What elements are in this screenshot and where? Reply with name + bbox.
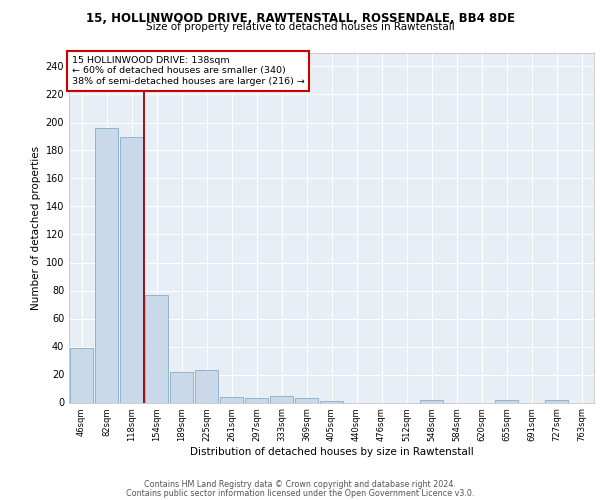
Bar <box>170 372 193 402</box>
Text: 15 HOLLINWOOD DRIVE: 138sqm
← 60% of detached houses are smaller (340)
38% of se: 15 HOLLINWOOD DRIVE: 138sqm ← 60% of det… <box>71 56 305 86</box>
Y-axis label: Number of detached properties: Number of detached properties <box>31 146 41 310</box>
Bar <box>320 401 343 402</box>
Bar <box>419 400 443 402</box>
Bar <box>220 397 244 402</box>
Bar <box>269 396 293 402</box>
Text: Size of property relative to detached houses in Rawtenstall: Size of property relative to detached ho… <box>146 22 454 32</box>
Bar <box>295 398 319 402</box>
Bar <box>494 400 518 402</box>
X-axis label: Distribution of detached houses by size in Rawtenstall: Distribution of detached houses by size … <box>190 447 473 457</box>
Bar <box>95 128 118 402</box>
Bar <box>119 136 143 402</box>
Text: 15, HOLLINWOOD DRIVE, RAWTENSTALL, ROSSENDALE, BB4 8DE: 15, HOLLINWOOD DRIVE, RAWTENSTALL, ROSSE… <box>86 12 515 26</box>
Text: Contains public sector information licensed under the Open Government Licence v3: Contains public sector information licen… <box>126 488 474 498</box>
Text: Contains HM Land Registry data © Crown copyright and database right 2024.: Contains HM Land Registry data © Crown c… <box>144 480 456 489</box>
Bar <box>145 294 169 403</box>
Bar <box>70 348 94 403</box>
Bar <box>245 398 268 402</box>
Bar <box>545 400 568 402</box>
Bar <box>194 370 218 402</box>
